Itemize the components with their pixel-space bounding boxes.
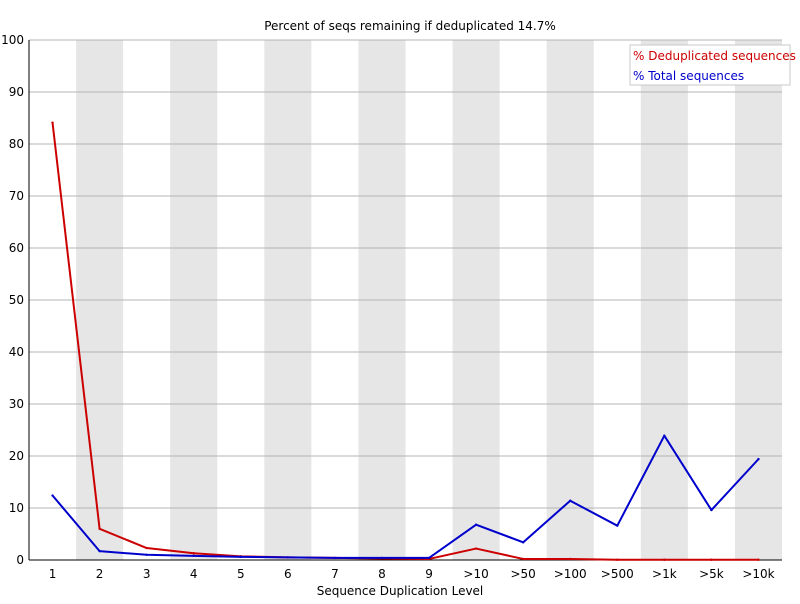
x-tick-label: >100 [554,567,587,581]
x-tick-label: >5k [699,567,724,581]
data-point-1-3 [192,554,195,558]
x-tick-label: >1k [652,567,677,581]
x-tick-label: 6 [284,567,292,581]
legend-entry-0: % Deduplicated sequences [633,49,796,63]
y-tick-label: 20 [9,449,24,463]
y-tick-label: 90 [9,85,24,99]
data-point-1-10 [521,541,525,544]
data-point-0-11 [569,557,572,561]
x-tick-label: >10k [742,567,774,581]
series-line-1 [51,434,760,559]
legend-entry-1: % Total sequences [633,69,744,83]
x-axis-label: Sequence Duplication Level [317,584,484,598]
x-tick-label: 9 [425,567,433,581]
x-tick-label: 1 [49,567,57,581]
x-tick-label: 4 [190,567,198,581]
x-tick-label: >50 [510,567,535,581]
data-point-0-9 [474,547,478,550]
data-point-1-7 [380,556,384,560]
data-point-1-14 [710,508,713,512]
y-tick-label: 40 [9,345,24,359]
data-point-1-5 [286,556,290,559]
data-point-0-2 [145,546,148,550]
data-point-1-6 [333,556,337,560]
series-lines [51,121,760,561]
x-tick-label: >10 [463,567,488,581]
data-point-1-11 [569,499,572,502]
y-tick-label: 30 [9,397,24,411]
data-point-1-9 [474,523,478,526]
y-tick-label: 80 [9,137,24,151]
data-point-0-3 [192,552,195,555]
data-point-1-2 [145,553,148,556]
data-point-1-8 [427,556,431,560]
legend: % Deduplicated sequences % Total sequence… [629,44,796,86]
y-tick-labels: 0 10 20 30 40 50 60 70 80 90 100 [1,33,24,567]
legend-frame [629,44,791,86]
data-point-1-0 [51,494,54,497]
data-point-0-12 [616,558,619,561]
data-point-1-1 [98,549,101,553]
x-tick-label: 7 [331,567,339,581]
x-tick-label: 2 [96,567,104,581]
x-tick-label: 3 [143,567,151,581]
chart-title: Percent of seqs remaining if deduplicate… [264,19,556,33]
data-point-1-15 [757,457,760,461]
x-tick-label: 5 [237,567,245,581]
x-tick-labels: 1 2 3 4 5 6 7 8 9 >10 >50 >100 >500 >1k >5k >10k [49,567,775,581]
data-point-1-13 [663,434,666,437]
data-point-0-10 [521,557,525,561]
y-tick-label: 0 [16,553,24,567]
x-tick-label: 8 [378,567,386,581]
y-tick-label: 10 [9,501,24,515]
data-point-1-12 [616,524,619,527]
data-point-0-1 [98,527,101,530]
data-point-1-4 [239,555,242,559]
x-tick-label: >500 [601,567,634,581]
y-tick-label: 60 [9,241,24,255]
data-point-0-15 [757,558,760,561]
data-point-0-0 [51,121,54,124]
data-point-0-14 [710,558,713,561]
data-point-0-13 [663,558,666,561]
y-tick-label: 100 [1,33,24,47]
y-tick-label: 50 [9,293,24,307]
y-tick-label: 70 [9,189,24,203]
